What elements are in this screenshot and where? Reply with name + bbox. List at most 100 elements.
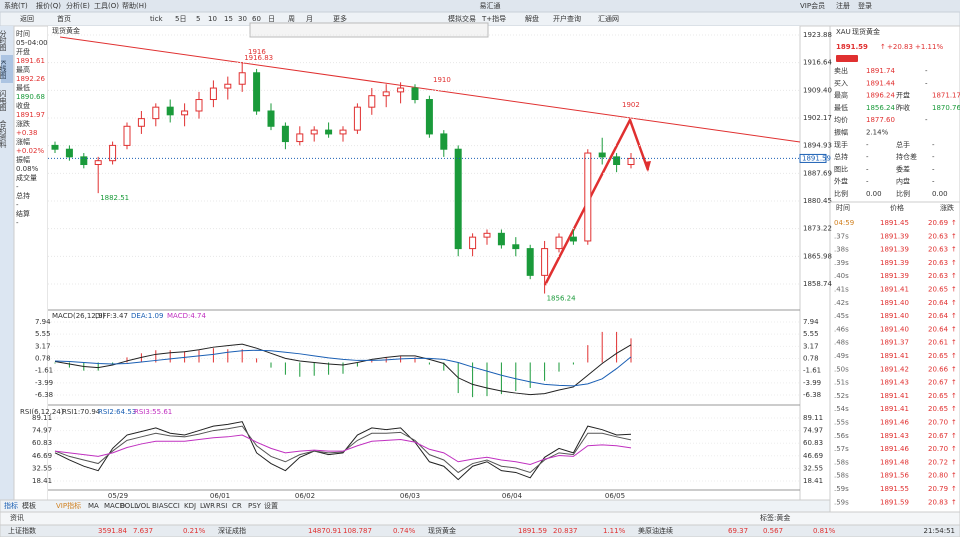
quote-label: 内盘 — [896, 177, 910, 186]
toolbar-button[interactable]: 5 — [196, 15, 200, 23]
indicator-tab[interactable]: RSI — [216, 502, 227, 510]
menu-item[interactable]: 报价(Q) — [36, 1, 61, 10]
candle-body — [569, 236, 577, 242]
x-tick-label: 06/02 — [295, 492, 315, 500]
toolbar-button[interactable]: 15 — [224, 15, 233, 23]
candle-body — [627, 157, 635, 166]
tick-price: 1891.41 — [880, 352, 909, 360]
y-tick-label: 1916.64 — [803, 59, 832, 67]
tick-change: 20.64 — [928, 325, 949, 333]
extreme-label: 1882.51 — [100, 194, 129, 202]
toolbar-button[interactable]: 模拟交易 — [448, 14, 476, 23]
up-arrow: ↑ — [951, 339, 957, 347]
indicator-tab[interactable]: CR — [232, 502, 242, 510]
tick-time: .56s — [834, 432, 849, 440]
indicator-tab[interactable]: VIP指标 — [56, 501, 81, 510]
toolbar-button[interactable]: 30 — [238, 15, 247, 23]
quote-change-pct: +1.11% — [915, 43, 943, 51]
y-tick-label: 1858.74 — [803, 280, 832, 288]
indicator-tab[interactable]: LWR — [200, 502, 215, 510]
tick-change: 20.83 — [928, 498, 948, 506]
indicator-tab[interactable]: MA — [88, 502, 99, 510]
indicator-tab[interactable]: VOL — [136, 502, 150, 510]
y-tick-label: 18.41 — [803, 477, 823, 485]
tick-change: 20.70 — [928, 445, 948, 453]
toolbar-button[interactable]: 更多 — [333, 14, 347, 23]
indicator-tab[interactable]: CCI — [168, 502, 180, 510]
tick-change: 20.63 — [928, 232, 948, 240]
toolbar-button[interactable]: 60 — [252, 15, 261, 23]
tick-change: 20.80 — [928, 472, 948, 480]
side-tab[interactable]: 分时图 — [0, 29, 7, 52]
menu-item[interactable]: 分析(E) — [66, 1, 90, 10]
toolbar-button[interactable]: 解盘 — [525, 14, 539, 23]
quote-label: 持仓差 — [896, 152, 917, 161]
up-arrow: ↑ — [951, 325, 957, 333]
bottom-tab[interactable]: 指标 — [4, 501, 18, 510]
candle-body — [454, 148, 462, 250]
quote-label: - — [925, 67, 928, 75]
indicator-tab[interactable]: MACD — [104, 502, 125, 510]
tick-time: .46s — [834, 325, 849, 333]
indicator-tab[interactable]: KDJ — [184, 502, 196, 510]
toolbar-button[interactable]: 5日 — [175, 15, 186, 23]
candle-body — [65, 148, 73, 158]
toolbar-button[interactable]: 汇通网 — [598, 14, 619, 23]
y-tick-label-left: 89.11 — [32, 414, 52, 422]
toolbar-button[interactable]: 日 — [268, 15, 275, 23]
side-tab-active — [1, 55, 13, 83]
menu-bar — [0, 0, 960, 12]
drawing-toolbar[interactable] — [249, 22, 489, 38]
toolbar-button[interactable]: 首页 — [57, 14, 71, 23]
indicator-tab[interactable]: PSY — [248, 502, 262, 510]
side-tab[interactable]: 闪电图 — [0, 89, 7, 112]
y-tick-label-left: 32.55 — [32, 464, 52, 472]
quote-change: +20.83 — [887, 43, 913, 51]
indicator-tab[interactable]: 设置 — [264, 501, 278, 510]
indicator-tab[interactable]: BOLL — [120, 502, 138, 510]
bottom-tab[interactable]: 模板 — [22, 501, 36, 510]
tick-time: .51s — [834, 379, 849, 387]
up-arrow: ↑ — [951, 259, 957, 267]
y-tick-label-left: -1.61 — [35, 367, 53, 375]
menu-item[interactable]: 工具(O) — [94, 2, 119, 10]
toolbar-button[interactable]: 开户查询 — [553, 14, 581, 23]
quote-label: 委差 — [896, 164, 910, 173]
toolbar-button[interactable]: 周 — [288, 15, 295, 23]
quote-label: 开盘 — [896, 91, 910, 100]
tick-change: 20.67 — [928, 379, 948, 387]
side-tab[interactable]: 合约资料 — [0, 119, 7, 149]
y-tick-label-left: 0.78 — [35, 355, 51, 363]
toolbar-button[interactable]: tick — [150, 15, 164, 23]
y-tick-label: -1.61 — [803, 367, 821, 375]
indicator-tab[interactable]: BIAS — [152, 502, 169, 510]
candle-body — [325, 129, 333, 135]
account-link[interactable]: VIP会员 — [800, 1, 825, 10]
quote-value: - — [932, 178, 935, 186]
up-arrow: ↑ — [951, 365, 957, 373]
quote-code: XAU — [836, 28, 851, 36]
up-arrow: ↑ — [951, 246, 957, 254]
toolbar-button[interactable]: 月 — [306, 15, 313, 23]
account-link[interactable]: 登录 — [858, 1, 872, 10]
account-link[interactable]: 注册 — [836, 1, 850, 10]
side-tab[interactable]: K线图 — [0, 60, 7, 80]
menu-item[interactable]: 帮助(H) — [122, 1, 147, 10]
info-value: - — [16, 219, 19, 227]
toolbar-button[interactable]: T+指导 — [481, 14, 506, 23]
tick-change: 20.63 — [928, 259, 948, 267]
info-label: 时间 — [16, 29, 30, 38]
candle-body — [469, 236, 477, 250]
toolbar-button[interactable]: 返回 — [20, 15, 34, 23]
macd-legend: DEA:1.09 — [131, 312, 163, 320]
toolbar-button[interactable]: 10 — [208, 15, 217, 23]
menu-item[interactable]: 系统(T) — [4, 1, 28, 10]
status-value: 108.787 — [343, 527, 372, 535]
quote-label: - — [925, 116, 928, 124]
tick-price: 1891.46 — [880, 419, 909, 427]
tick-time: .59s — [834, 485, 849, 493]
quote-label: 现手 — [834, 140, 848, 149]
tick-change: 20.65 — [928, 286, 948, 294]
tick-change: 20.66 — [928, 365, 949, 373]
tick-time: .42s — [834, 299, 849, 307]
